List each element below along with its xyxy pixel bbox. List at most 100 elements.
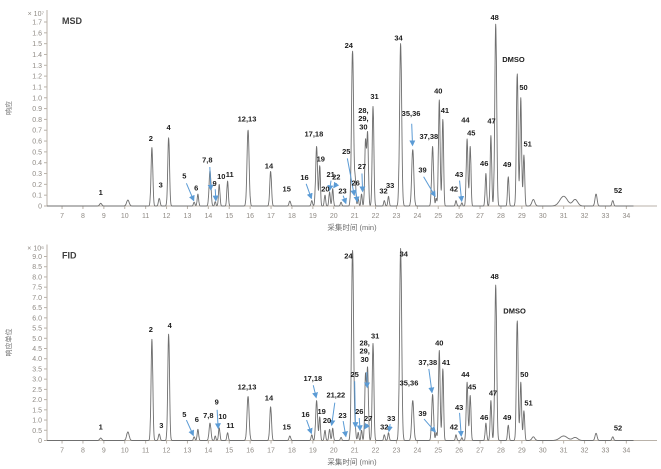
x-tick-label: 32 — [581, 448, 589, 455]
peak-label: 6 — [194, 183, 198, 192]
x-tick-label: 29 — [518, 448, 526, 455]
peak-label: 42 — [450, 184, 458, 193]
peak-label: 21,22 — [326, 391, 345, 400]
peak-label: 17,18 — [305, 130, 324, 139]
peak-label: 52 — [614, 423, 622, 432]
x-tick-label: 25 — [434, 448, 442, 455]
y-tick-label: 1.5 — [32, 41, 42, 48]
peak-arrow — [423, 418, 436, 433]
peak-label: 39 — [418, 409, 426, 418]
y-tick-label: 2.5 — [32, 387, 42, 394]
peak-label: 48 — [491, 272, 499, 281]
peak-label: 50 — [519, 83, 527, 92]
x-tick-label: 8 — [81, 448, 85, 455]
peak-label: 24 — [345, 41, 354, 50]
peak-label: 45 — [468, 382, 476, 391]
x-tick-label: 24 — [413, 213, 421, 220]
x-tick-label: 11 — [142, 448, 149, 455]
peak-label: 6 — [195, 415, 199, 424]
peak-label: 12,13 — [238, 382, 257, 391]
peak-arrow — [346, 158, 357, 197]
peak-label: 44 — [461, 370, 470, 379]
y-tick-label: 4.5 — [32, 346, 42, 353]
peak-label: 3 — [159, 181, 163, 190]
peak-label: 16 — [300, 173, 308, 182]
y-tick-label: 6.0 — [32, 315, 42, 322]
x-tick-label: 27 — [476, 448, 484, 455]
x-axis-title: 采集时间 (min) — [327, 222, 377, 232]
peak-arrow — [214, 409, 221, 430]
peak-label: 31 — [370, 92, 378, 101]
peak-arrow — [185, 183, 195, 202]
peak-label: 11 — [226, 170, 234, 179]
y-tick-label: 5.5 — [32, 326, 42, 333]
x-tick-label: 33 — [602, 448, 610, 455]
peak-label: 15 — [283, 184, 291, 193]
peak-label: 32 — [379, 187, 387, 196]
y-tick-label: 3.5 — [32, 366, 42, 373]
x-tick-label: 26 — [455, 213, 463, 220]
peak-label: 51 — [524, 399, 532, 408]
peak-label: 52 — [614, 186, 622, 195]
fid-chart: 7 8 9 10 11 12 13 14 15 16 17 18 19 20 21 22 23 24 25 26 27 2… — [0, 234, 661, 469]
peak-label: 45 — [467, 129, 475, 138]
x-tick-label: 29 — [518, 213, 526, 220]
x-tick-label: 34 — [622, 213, 630, 220]
x-tick-label: 30 — [539, 213, 547, 220]
peak-arrow — [457, 412, 464, 437]
y-scale-label: × 10⁶ — [27, 246, 44, 253]
peak-label: 46 — [480, 413, 488, 422]
peak-label: 27 — [364, 414, 372, 423]
peak-label: 40 — [434, 86, 442, 95]
peak-label: 25 — [342, 147, 350, 156]
y-tick-label: 8.5 — [32, 264, 42, 271]
peak-label: 26 — [355, 407, 363, 416]
peak-label: 47 — [489, 389, 497, 398]
chromatogram-trace — [46, 248, 634, 441]
y-tick-label: 1.0 — [32, 95, 42, 102]
x-tick-label: 31 — [560, 448, 568, 455]
peak-label: 11 — [226, 421, 234, 430]
msd-chart: 7 8 9 10 11 12 13 14 15 16 17 18 19 20 21 22 23 24 25 26 27 2… — [0, 0, 661, 234]
x-tick-label: 21 — [351, 213, 359, 220]
y-tick-label: 0.5 — [32, 428, 42, 435]
x-tick-label: 14 — [204, 448, 212, 455]
x-tick-label: 23 — [393, 448, 401, 455]
y-tick-label: 5.0 — [32, 336, 42, 343]
peak-label: 33 — [387, 414, 395, 423]
y-tick-label: 0.4 — [32, 160, 42, 167]
y-tick-label: 1.1 — [32, 84, 42, 91]
peak-label: 24 — [344, 252, 353, 261]
y-tick-label: 2.0 — [32, 397, 42, 404]
peak-arrow — [333, 181, 340, 189]
peak-label: 4 — [167, 123, 172, 132]
detector-title: MSD — [62, 16, 83, 26]
x-tick-label: 17 — [267, 448, 275, 455]
y-tick-label: 0.1 — [32, 193, 42, 200]
msd-chart-svg: 7 8 9 10 11 12 13 14 15 16 17 18 19 20 21 22 23 24 25 26 27 2… — [4, 10, 657, 232]
peak-label: 43 — [455, 403, 463, 412]
x-tick-label: 14 — [204, 213, 212, 220]
chromatogram-trace — [46, 23, 634, 207]
peak-label: 49 — [503, 413, 511, 422]
peak-arrow — [359, 173, 366, 193]
y-tick-label: 7.5 — [32, 285, 42, 292]
peak-label: 14 — [265, 162, 274, 171]
peak-arrow — [207, 167, 214, 191]
y-tick-label: 1.4 — [32, 52, 42, 59]
y-tick-label: 1.2 — [32, 74, 42, 81]
x-tick-label: 18 — [288, 213, 296, 220]
peak-label: 1 — [99, 188, 103, 197]
peak-arrow — [409, 123, 416, 147]
y-tick-label: 0.2 — [32, 182, 42, 189]
peak-arrow — [327, 180, 334, 192]
peak-label: 14 — [265, 394, 274, 403]
peak-label: 42 — [450, 422, 458, 431]
y-tick-label: 0 — [38, 438, 42, 445]
x-tick-label: 16 — [246, 448, 254, 455]
y-tick-label: 4.0 — [32, 356, 42, 363]
peak-arrow — [329, 402, 336, 427]
peak-label: 41 — [442, 358, 450, 367]
